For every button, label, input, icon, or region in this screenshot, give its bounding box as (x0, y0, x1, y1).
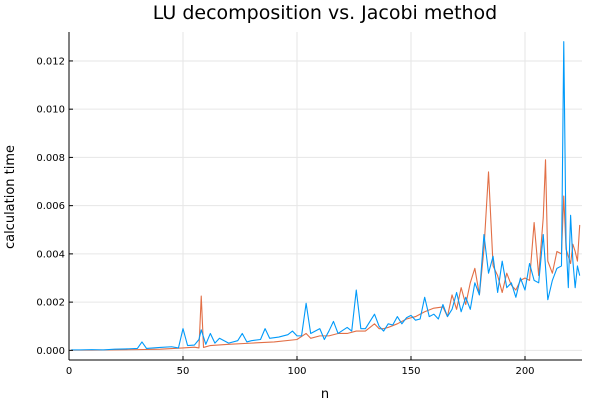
y-tick-label: 0.000 (36, 346, 65, 357)
series-line-1 (71, 41, 581, 351)
y-axis-label: calculation time (3, 145, 18, 249)
x-tick-label: 50 (177, 366, 190, 377)
grid-horizontal-lines (69, 60, 582, 351)
x-tick-label: 0 (66, 366, 72, 377)
y-tick-label: 0.010 (36, 105, 65, 116)
series-line-2 (71, 159, 581, 351)
y-tick-label: 0.008 (36, 153, 65, 164)
chart-title: LU decomposition vs. Jacobi method (153, 2, 498, 24)
x-axis-label: n (321, 387, 329, 400)
y-tick-label: 0.002 (36, 298, 65, 309)
x-tick-label: 150 (401, 366, 420, 377)
y-ticks: 0.000 0.002 0.004 0.006 0.008 0.010 0.012 (36, 56, 73, 357)
y-tick-label: 0.012 (36, 56, 65, 67)
y-tick-label: 0.004 (36, 249, 65, 260)
x-ticks: 0 50 100 150 200 (66, 356, 535, 377)
series-group (71, 41, 581, 351)
y-tick-label: 0.006 (36, 201, 65, 212)
x-tick-label: 200 (515, 366, 534, 377)
x-tick-label: 100 (287, 366, 306, 377)
grid-vertical-lines (68, 32, 526, 360)
